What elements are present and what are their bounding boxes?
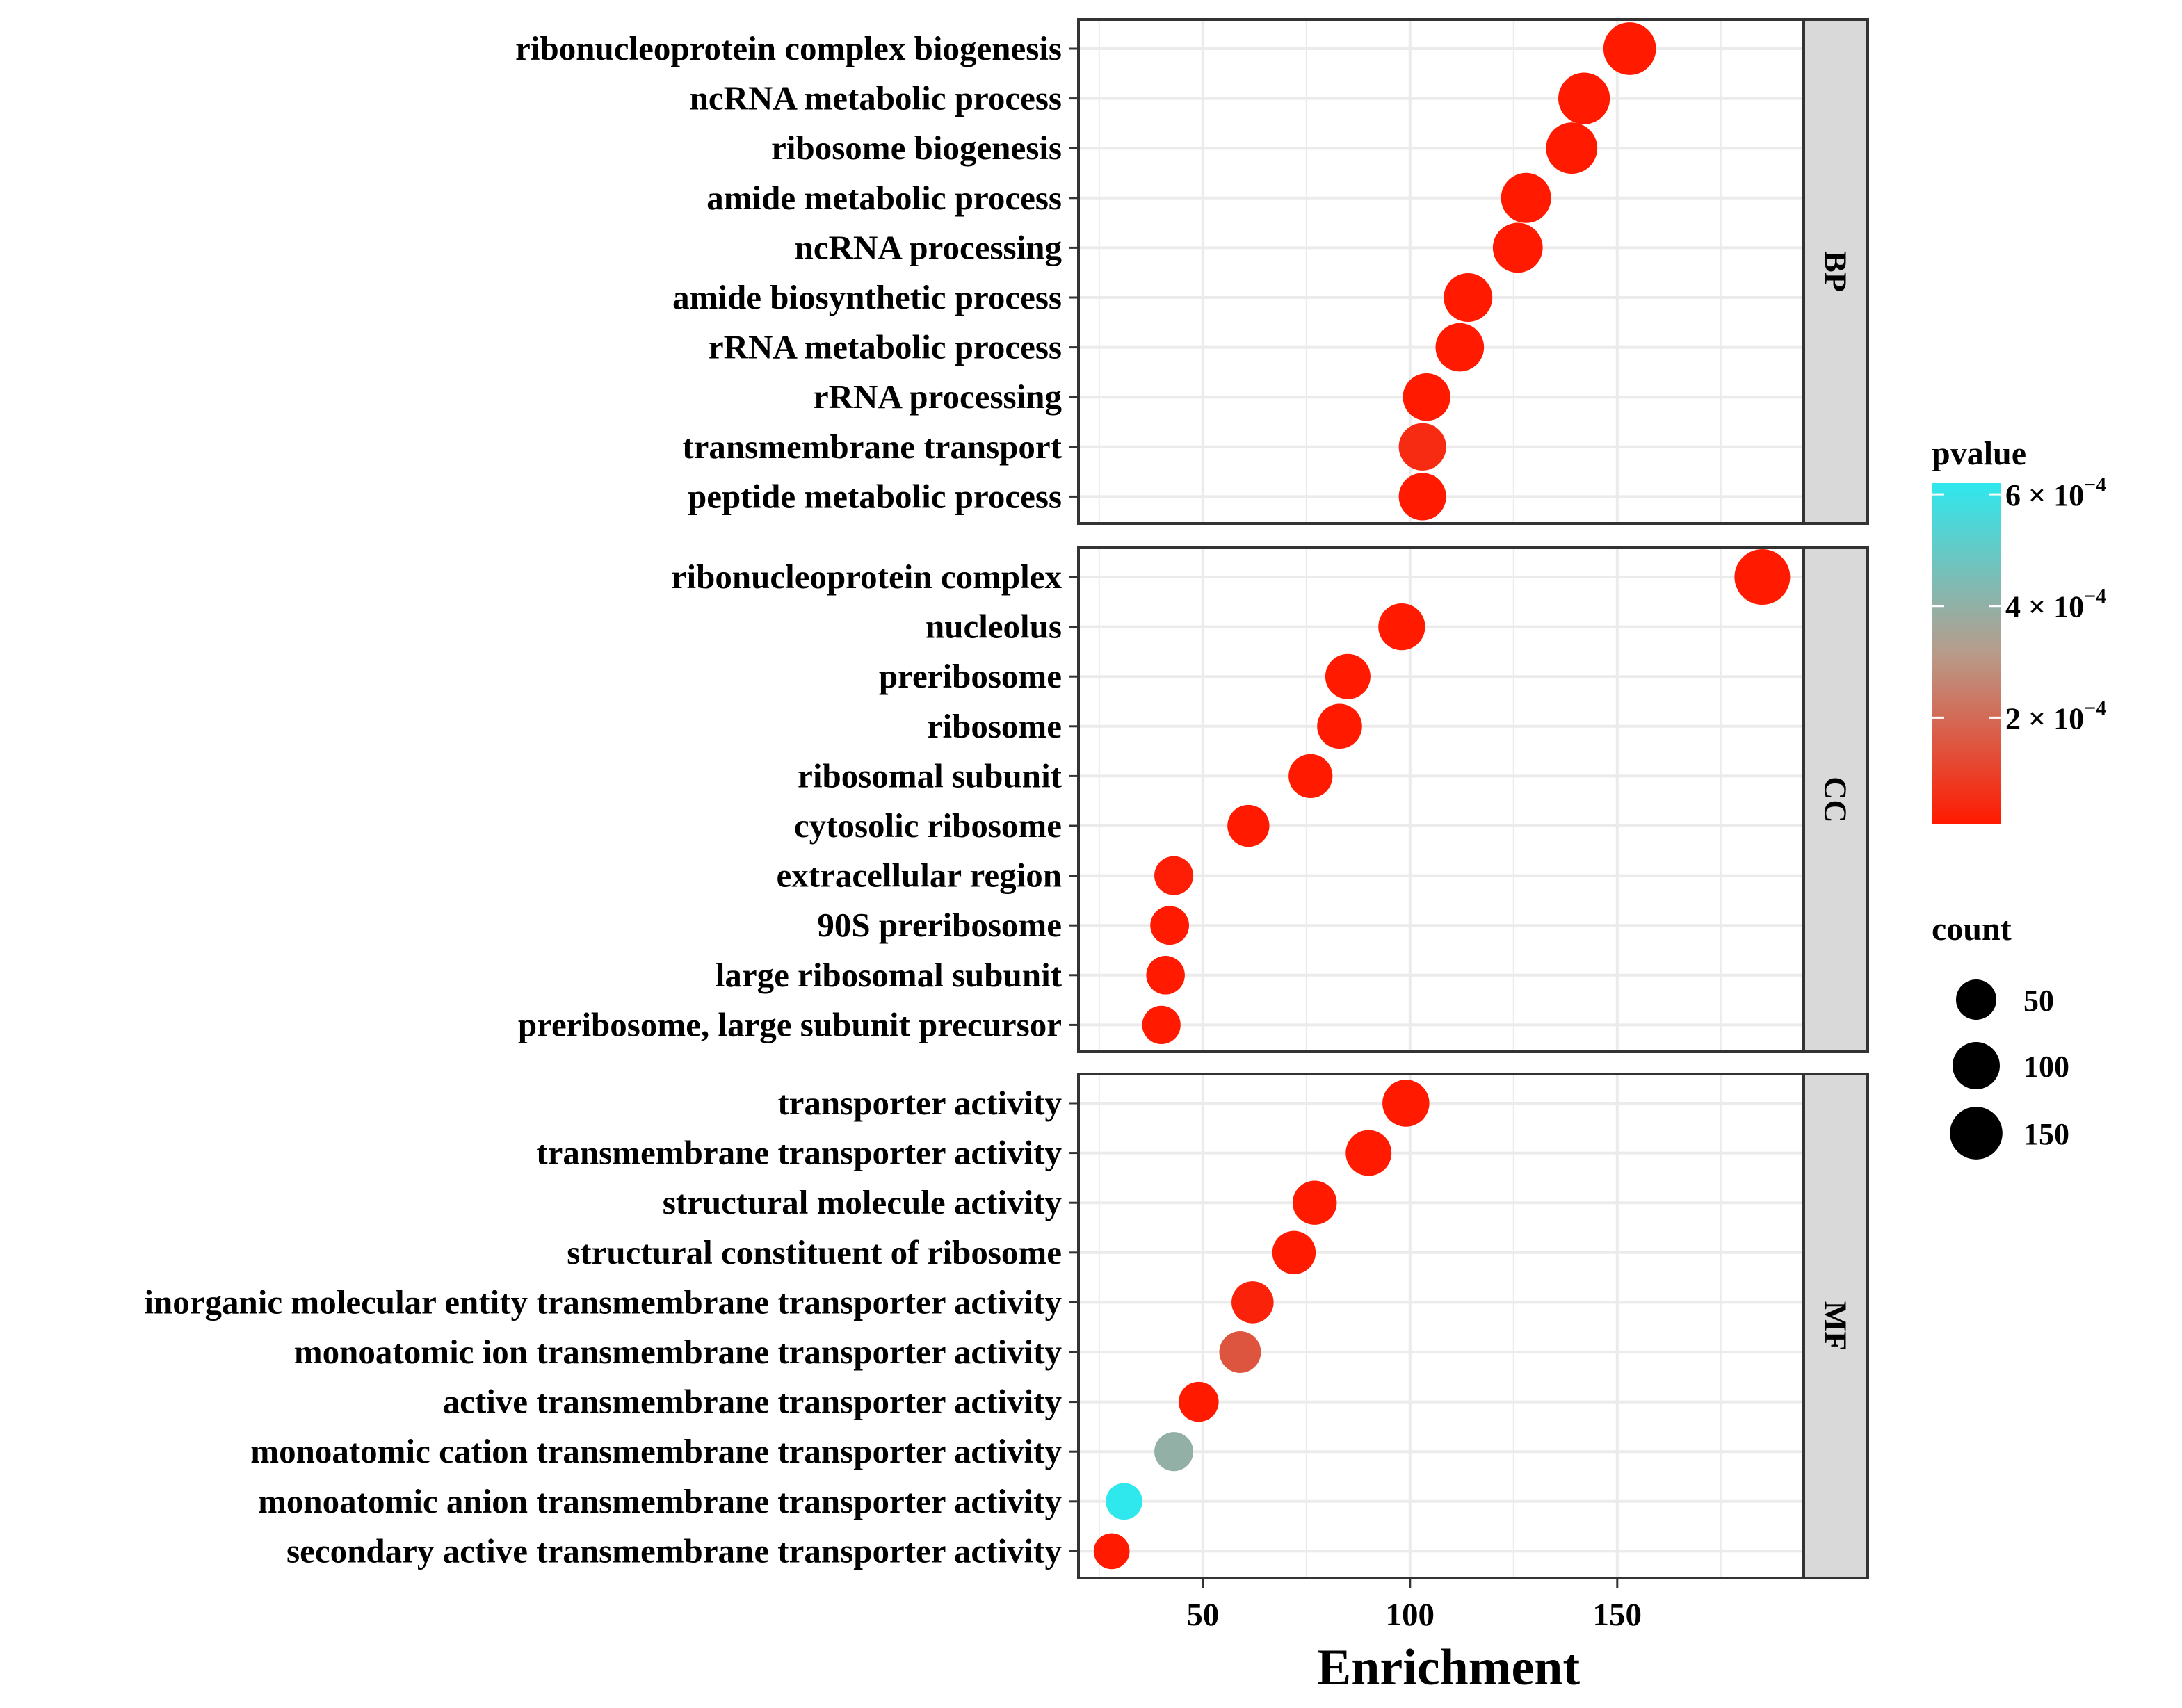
term-label: transporter activity bbox=[777, 1084, 1062, 1122]
term-label: ribonucleoprotein complex biogenesis bbox=[515, 29, 1062, 67]
term-label: monoatomic anion transmembrane transport… bbox=[258, 1482, 1062, 1520]
facet-strip-label: CC bbox=[1818, 776, 1854, 822]
count-legend-key bbox=[1950, 1107, 2003, 1160]
data-point bbox=[1106, 1483, 1142, 1520]
facet-strip bbox=[1802, 18, 1869, 525]
data-point bbox=[1272, 1230, 1316, 1275]
data-point bbox=[1501, 172, 1551, 223]
data-point bbox=[1154, 1432, 1194, 1472]
facet-panel-mf: transporter activity transmembrane transp… bbox=[144, 1073, 1869, 1579]
data-point bbox=[1179, 1381, 1219, 1422]
data-point bbox=[1142, 1005, 1181, 1045]
x-tick-label: 100 bbox=[1386, 1597, 1435, 1633]
term-label: structural molecule activity bbox=[663, 1183, 1062, 1221]
data-point bbox=[1146, 956, 1185, 995]
count-legend-label: 50 bbox=[2023, 984, 2054, 1018]
term-label: amide biosynthetic process bbox=[672, 278, 1062, 316]
term-label: rRNA metabolic process bbox=[709, 328, 1062, 366]
colorbar-break-label: 4 × 10−4 bbox=[2005, 585, 2106, 624]
data-point bbox=[1288, 754, 1333, 799]
data-point bbox=[1558, 72, 1610, 124]
data-point bbox=[1444, 273, 1493, 322]
colorbar-break-label: 6 × 10−4 bbox=[2005, 473, 2106, 512]
term-label: ribosome bbox=[928, 707, 1062, 745]
facet-strip bbox=[1802, 1073, 1869, 1579]
data-point bbox=[1398, 473, 1446, 521]
facet-strip-label: MF bbox=[1818, 1301, 1854, 1351]
term-label: transmembrane transport bbox=[682, 428, 1062, 466]
facet-panel-bp: ribonucleoprotein complex biogenesis ncRN… bbox=[515, 18, 1869, 525]
count-legend-label: 100 bbox=[2023, 1050, 2069, 1084]
data-point bbox=[1403, 373, 1450, 421]
term-label: monoatomic cation transmembrane transpor… bbox=[250, 1432, 1062, 1470]
data-point bbox=[1292, 1180, 1337, 1225]
facet-strip bbox=[1802, 546, 1869, 1053]
data-point bbox=[1492, 222, 1543, 273]
term-label: transmembrane transporter activity bbox=[536, 1134, 1062, 1172]
term-label: inorganic molecular entity transmembrane… bbox=[144, 1283, 1062, 1321]
data-point bbox=[1734, 549, 1791, 605]
term-label: monoatomic ion transmembrane transporter… bbox=[294, 1333, 1062, 1371]
facet-panels: ribonucleoprotein complex biogenesis ncRN… bbox=[144, 18, 1869, 1579]
term-label: preribosome, large subunit precursor bbox=[518, 1005, 1062, 1043]
data-point bbox=[1398, 423, 1446, 471]
term-label: ribonucleoprotein complex bbox=[672, 558, 1062, 596]
data-point bbox=[1231, 1281, 1274, 1324]
pvalue-colorbar bbox=[1932, 483, 2001, 824]
pvalue-legend-title: pvalue bbox=[1932, 435, 2026, 472]
data-point bbox=[1603, 22, 1656, 75]
x-axis: 50 100 150 bbox=[1186, 1578, 1642, 1633]
term-label: peptide metabolic process bbox=[688, 477, 1062, 515]
data-point bbox=[1150, 906, 1190, 945]
term-label: amide metabolic process bbox=[706, 179, 1062, 217]
facet-panel-cc: ribonucleoprotein complex nucleolus prerib… bbox=[518, 546, 1869, 1053]
term-label: structural constituent of ribosome bbox=[567, 1233, 1062, 1271]
count-legend-label: 150 bbox=[2023, 1117, 2069, 1151]
data-point bbox=[1378, 603, 1425, 651]
data-point bbox=[1382, 1080, 1430, 1127]
data-point bbox=[1154, 856, 1194, 895]
term-label: rRNA processing bbox=[814, 377, 1062, 416]
term-label: extracellular region bbox=[777, 856, 1062, 895]
term-label: ribosome biogenesis bbox=[771, 129, 1062, 167]
term-label: ncRNA processing bbox=[795, 228, 1062, 266]
term-label: ribosomal subunit bbox=[798, 756, 1062, 795]
term-label: nucleolus bbox=[926, 608, 1062, 646]
data-point bbox=[1345, 1130, 1392, 1176]
x-tick-label: 150 bbox=[1593, 1597, 1642, 1633]
term-label: cytosolic ribosome bbox=[794, 806, 1062, 845]
data-point bbox=[1546, 122, 1598, 174]
term-label: 90S preribosome bbox=[817, 906, 1062, 944]
term-label: secondary active transmembrane transport… bbox=[286, 1531, 1062, 1570]
data-point bbox=[1325, 653, 1371, 699]
facet-strip-label: BP bbox=[1818, 251, 1854, 292]
colorbar-break-label: 2 × 10−4 bbox=[2005, 697, 2106, 735]
data-point bbox=[1317, 703, 1362, 749]
count-legend-key bbox=[1955, 979, 1997, 1020]
term-label: large ribosomal subunit bbox=[716, 956, 1062, 994]
term-label: ncRNA metabolic process bbox=[690, 79, 1062, 117]
x-axis-title: Enrichment bbox=[1317, 1639, 1581, 1696]
data-point bbox=[1219, 1331, 1261, 1373]
data-point bbox=[1435, 323, 1485, 372]
x-tick-label: 50 bbox=[1186, 1597, 1219, 1633]
term-label: active transmembrane transporter activit… bbox=[443, 1383, 1062, 1421]
count-legend-title: count bbox=[1932, 911, 2012, 947]
data-point bbox=[1093, 1533, 1130, 1570]
count-legend-key bbox=[1953, 1042, 2000, 1089]
data-point bbox=[1227, 804, 1270, 847]
term-label: preribosome bbox=[879, 657, 1062, 695]
